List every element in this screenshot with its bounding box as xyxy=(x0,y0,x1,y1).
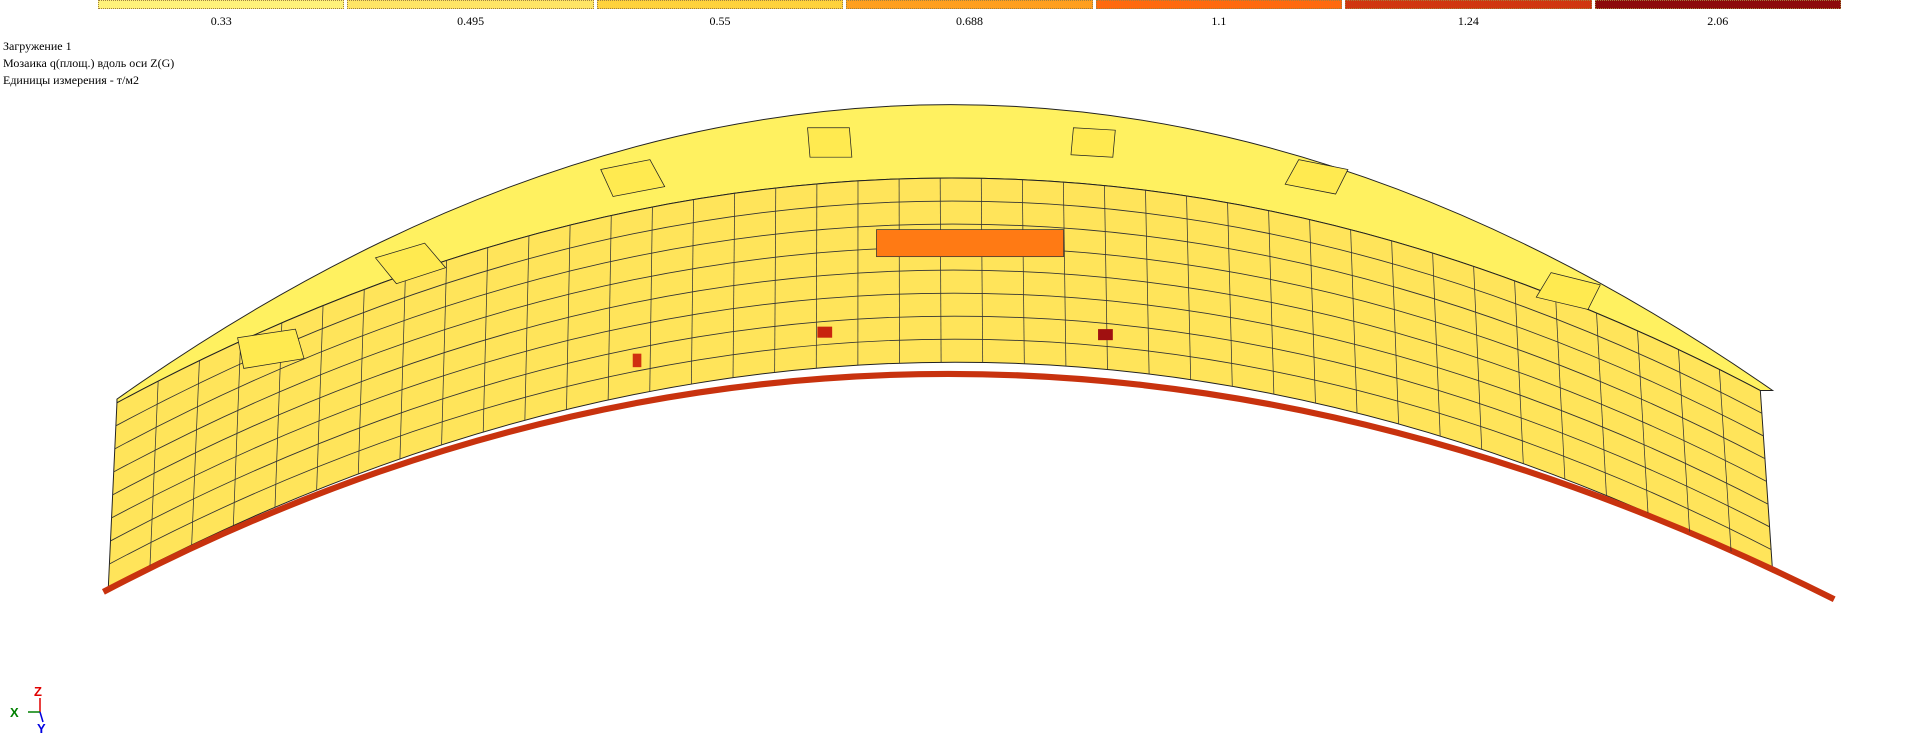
column-line xyxy=(1432,253,1441,437)
column-line xyxy=(1021,179,1025,364)
legend-label: 0.495 xyxy=(457,14,485,28)
column-line xyxy=(691,199,694,385)
hot-spot xyxy=(817,326,833,338)
legend-swatch xyxy=(1345,0,1592,9)
legend-item: 1.1 xyxy=(1095,0,1343,32)
legend-item: 1.24 xyxy=(1345,0,1592,32)
column-line xyxy=(1309,219,1316,403)
roof-box xyxy=(1070,127,1116,158)
column-line xyxy=(1350,229,1358,413)
hot-spot xyxy=(632,353,642,368)
legend-item: 0.55 xyxy=(596,0,844,32)
axis-x-label: X xyxy=(10,705,19,720)
roof-box xyxy=(1284,159,1349,195)
column-line xyxy=(316,305,324,491)
building-model xyxy=(101,104,1836,603)
column-line xyxy=(1391,240,1399,424)
column-line xyxy=(1719,369,1732,552)
column-line xyxy=(399,274,406,459)
legend-label: 0.55 xyxy=(709,14,731,28)
base-stripe xyxy=(101,370,1836,603)
column-line xyxy=(566,225,571,410)
column-line xyxy=(1268,210,1275,395)
column-line xyxy=(1596,313,1607,496)
info-line: Мозаика q(площ.) вдоль оси Z(G) xyxy=(3,56,175,70)
legend-item: 0.688 xyxy=(846,0,1093,32)
column-line xyxy=(149,381,159,566)
legend-swatch xyxy=(846,0,1093,9)
legend-item: 2.06 xyxy=(1594,0,1841,32)
legend-swatch xyxy=(1594,0,1841,9)
roof-box xyxy=(600,159,666,197)
column-line xyxy=(441,260,447,445)
column-line xyxy=(1145,190,1150,375)
column-line xyxy=(1555,296,1566,480)
legend-swatch xyxy=(596,0,844,9)
column-line xyxy=(1637,330,1649,514)
roof-box xyxy=(237,328,305,369)
column-line xyxy=(482,247,489,433)
column-line xyxy=(732,193,736,378)
roof-box xyxy=(1535,272,1601,310)
hot-spot xyxy=(1098,329,1113,341)
column-line xyxy=(939,178,942,363)
column-line xyxy=(191,360,200,545)
legend-swatch xyxy=(1095,0,1343,9)
roof-box xyxy=(374,242,447,285)
info-block: Загружение 1 Мозаика q(площ.) вдоль оси … xyxy=(3,38,174,89)
legend-label: 1.1 xyxy=(1211,14,1227,28)
legend-item: 0.495 xyxy=(347,0,594,32)
column-line xyxy=(232,341,241,526)
column-line xyxy=(649,206,653,392)
legend-label: 0.33 xyxy=(210,14,232,28)
column-line xyxy=(774,188,777,373)
floor-lines xyxy=(109,178,1772,566)
axis-y-label: Y xyxy=(37,721,46,736)
column-line xyxy=(1678,349,1690,532)
column-line xyxy=(357,289,365,474)
column-line xyxy=(1473,266,1483,450)
column-line xyxy=(607,215,612,400)
axis-z-label: Z xyxy=(34,684,42,699)
axis-triad: Z X Y xyxy=(10,684,46,736)
roof-box xyxy=(807,127,853,158)
column-line xyxy=(1186,195,1192,380)
column-line xyxy=(524,235,530,421)
legend-label: 0.688 xyxy=(955,14,983,28)
legend-label: 2.06 xyxy=(1707,14,1729,28)
column-line xyxy=(980,178,984,363)
legend-label: 1.24 xyxy=(1457,14,1479,28)
info-line: Загружение 1 xyxy=(3,39,72,53)
info-line: Единицы измерения - т/м2 xyxy=(3,73,139,87)
legend-swatch xyxy=(98,0,345,9)
column-line xyxy=(1063,182,1067,367)
legend-swatch xyxy=(347,0,594,9)
column-line xyxy=(815,183,818,369)
column-line xyxy=(1227,202,1233,387)
axis-y-line xyxy=(39,711,44,723)
legend-item: 0.33 xyxy=(98,0,345,32)
color-legend: 0.33 0.495 0.55 0.688 1.1 1.24 2.06 xyxy=(98,0,1844,32)
highlight-strip xyxy=(876,229,1064,258)
column-line xyxy=(1514,280,1524,464)
